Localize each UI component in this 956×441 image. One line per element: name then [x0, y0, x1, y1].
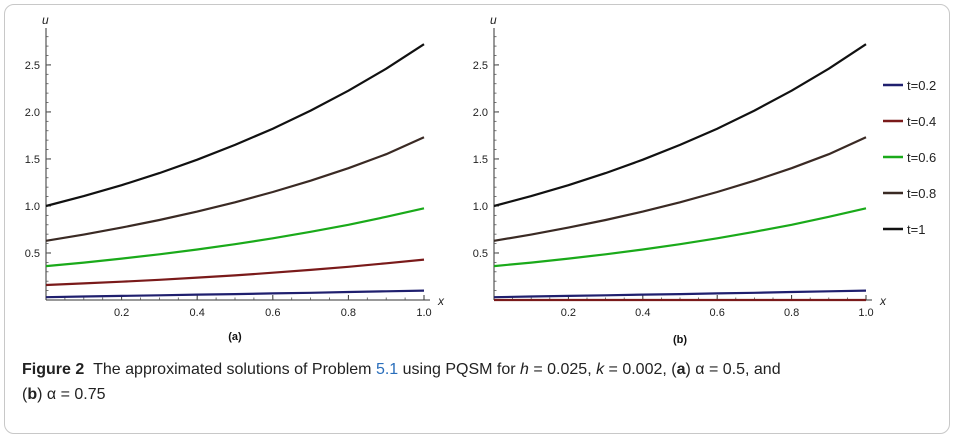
x-tick-label: 0.6	[265, 307, 280, 319]
series-line-t-0.8	[493, 136, 867, 242]
x-tick-label: 0.6	[710, 307, 725, 319]
series-line-t-1	[45, 43, 425, 208]
y-tick-label: 2.5	[473, 60, 488, 72]
caption-a-part: ) α = 0.5, and	[685, 361, 781, 378]
y-axis-label: u	[490, 13, 497, 27]
series-line-t-0.4	[45, 258, 425, 287]
caption-text-1: The approximated solutions of Problem	[93, 361, 376, 378]
y-tick-label: 1.5	[25, 154, 40, 166]
legend-label: t=1	[907, 222, 925, 237]
y-tick-label: 2.0	[473, 107, 488, 119]
x-tick-label: 1.0	[858, 307, 873, 319]
caption-text-2: using PQSM for	[398, 361, 521, 378]
x-tick-label: 1.0	[416, 307, 431, 319]
series-line-t-0.6	[45, 207, 425, 268]
x-tick-label: 0.2	[114, 307, 129, 319]
figure-label: Figure 2	[22, 361, 85, 378]
panel-label: (b)	[673, 334, 687, 346]
y-tick-label: 1.0	[473, 201, 488, 213]
panel-a-chart: 0.2 0.4 0.6 0.8 1.0 0.5 1.0 1.5 2.0 2.5 x u (a)	[25, 13, 445, 343]
legend-label: t=0.2	[907, 78, 936, 93]
series-line-t-0.8	[45, 136, 425, 242]
legend-label: t=0.6	[907, 150, 936, 165]
y-tick-label: 0.5	[473, 248, 488, 260]
problem-reference-link[interactable]: 5.1	[375, 361, 399, 378]
caption-k-var: k	[596, 361, 605, 378]
x-tick-label: 0.4	[635, 307, 650, 319]
panel-b-chart: 0.2 0.4 0.6 0.8 1.0 0.5 1.0 1.5 2.0 2.5 x u (b)	[473, 13, 887, 346]
y-axis-label: u	[42, 13, 49, 27]
legend: t=0.2 t=0.4 t=0.6 t=0.8 t=1	[883, 78, 936, 237]
x-tick-label: 0.4	[190, 307, 205, 319]
figure-plots: 0.2 0.4 0.6 0.8 1.00.51.01.52.02.5xu(a) 0.2 0…	[25, 13, 937, 346]
y-tick-label: 0.5	[25, 248, 40, 260]
figure-caption: Figure 2 The approximated solutions of P…	[22, 357, 927, 407]
caption-h-val: = 0.025,	[528, 361, 597, 378]
y-tick-label: 1.5	[473, 154, 488, 166]
figure-frame	[4, 4, 950, 434]
legend-label: t=0.4	[907, 114, 936, 129]
legend-label: t=0.8	[907, 186, 936, 201]
caption-b-part: ) α = 0.75	[37, 386, 106, 403]
x-axis-label: x	[879, 294, 887, 308]
series-line-t-0.2	[493, 289, 867, 299]
y-tick-label: 2.5	[25, 60, 40, 72]
x-tick-label: 0.2	[561, 307, 576, 319]
caption-open-b: (	[22, 386, 28, 403]
panel-label: (a)	[228, 331, 242, 343]
series-line-t-0.6	[493, 207, 867, 268]
series-line-t-1	[493, 43, 867, 208]
caption-k-val: = 0.002, (	[604, 361, 677, 378]
caption-b-label: b	[27, 386, 38, 403]
y-tick-label: 2.0	[25, 107, 40, 119]
y-tick-label: 1.0	[25, 201, 40, 213]
x-tick-label: 0.8	[784, 307, 799, 319]
x-axis-label: x	[437, 294, 445, 308]
series-line-t-0.2	[45, 289, 425, 299]
caption-h-var: h	[520, 361, 529, 378]
caption-a-label: a	[676, 361, 686, 378]
x-tick-label: 0.8	[341, 307, 356, 319]
